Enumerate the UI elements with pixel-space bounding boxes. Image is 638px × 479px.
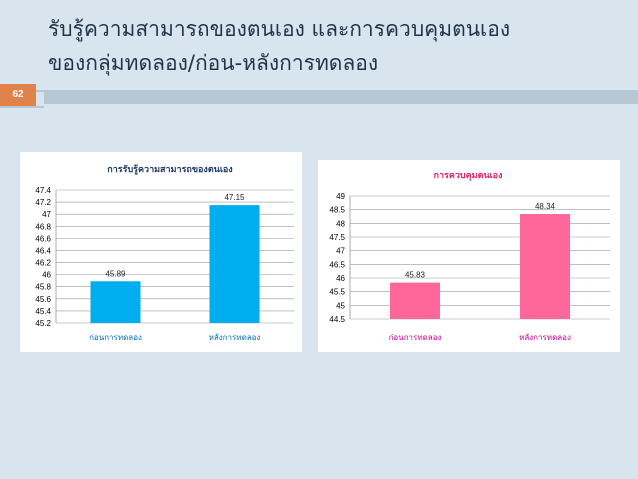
bar <box>90 281 141 323</box>
y-tick-label: 45.4 <box>35 307 51 316</box>
slide-title-line-2: ของกลุ่มทดลอง/ก่อน-หลังการทดลอง <box>48 51 379 75</box>
y-tick-label: 46 <box>42 271 51 280</box>
chart-self-control: การควบคุมตนเอง 44.5 45 45.5 46 46.5 47 47.5 48 48… <box>318 160 620 352</box>
y-tick-label: 46.6 <box>35 234 51 243</box>
chart-self-efficacy-svg: การรับรู้ความสามารถของตนเอง 45.2 45.4 45.6 4… <box>35 164 294 342</box>
chart-self-efficacy: การรับรู้ความสามารถของตนเอง 45.2 45.4 45.6 4… <box>20 152 302 352</box>
y-tick-label: 44.5 <box>329 315 345 324</box>
y-tick-label: 45.8 <box>35 283 51 292</box>
x-tick-label: ก่อนการทดลอง <box>389 333 442 342</box>
data-label: 45.83 <box>405 271 426 280</box>
slide-title-line-1: รับรู้ความสามารถของตนเอง และการควบคุมตนเ… <box>48 17 511 41</box>
y-tick-label: 46.2 <box>35 259 51 268</box>
y-tick-label: 46.8 <box>35 222 51 231</box>
y-tick-label: 48.5 <box>329 206 345 215</box>
data-label: 47.15 <box>224 193 245 202</box>
y-tick-label: 47.5 <box>329 233 345 242</box>
bar <box>390 282 440 319</box>
y-tick-label: 47 <box>336 247 345 256</box>
y-tick-label: 46 <box>336 274 345 283</box>
y-tick-label: 45.2 <box>35 319 51 328</box>
y-tick-label: 46.4 <box>35 246 51 255</box>
data-label: 45.89 <box>105 269 126 278</box>
bar <box>209 205 260 323</box>
y-tick-label: 47 <box>42 210 51 219</box>
y-tick-label: 47.4 <box>35 186 51 195</box>
y-tick-label: 47.2 <box>35 198 51 207</box>
bar <box>520 214 570 319</box>
header-divider-bar <box>44 90 638 104</box>
x-tick-label: หลังการทดลอง <box>209 333 261 342</box>
y-tick-label: 46.5 <box>329 260 345 269</box>
x-tick-label: หลังการทดลอง <box>519 333 571 342</box>
y-tick-label: 45.6 <box>35 295 51 304</box>
page-number-badge: 62 <box>0 84 36 106</box>
y-tick-label: 48 <box>336 219 345 228</box>
y-tick-label: 45.5 <box>329 288 345 297</box>
chart-title: การรับรู้ความสามารถของตนเอง <box>107 164 232 175</box>
y-tick-label: 49 <box>336 192 345 201</box>
x-tick-label: ก่อนการทดลอง <box>89 333 142 342</box>
chart-title: การควบคุมตนเอง <box>434 170 503 181</box>
y-tick-label: 45 <box>336 301 345 310</box>
data-label: 48.34 <box>535 202 556 211</box>
chart-self-control-svg: การควบคุมตนเอง 44.5 45 45.5 46 46.5 47 47.5 48 48… <box>329 170 610 342</box>
slide-title: รับรู้ความสามารถของตนเอง และการควบคุมตนเ… <box>48 12 628 80</box>
